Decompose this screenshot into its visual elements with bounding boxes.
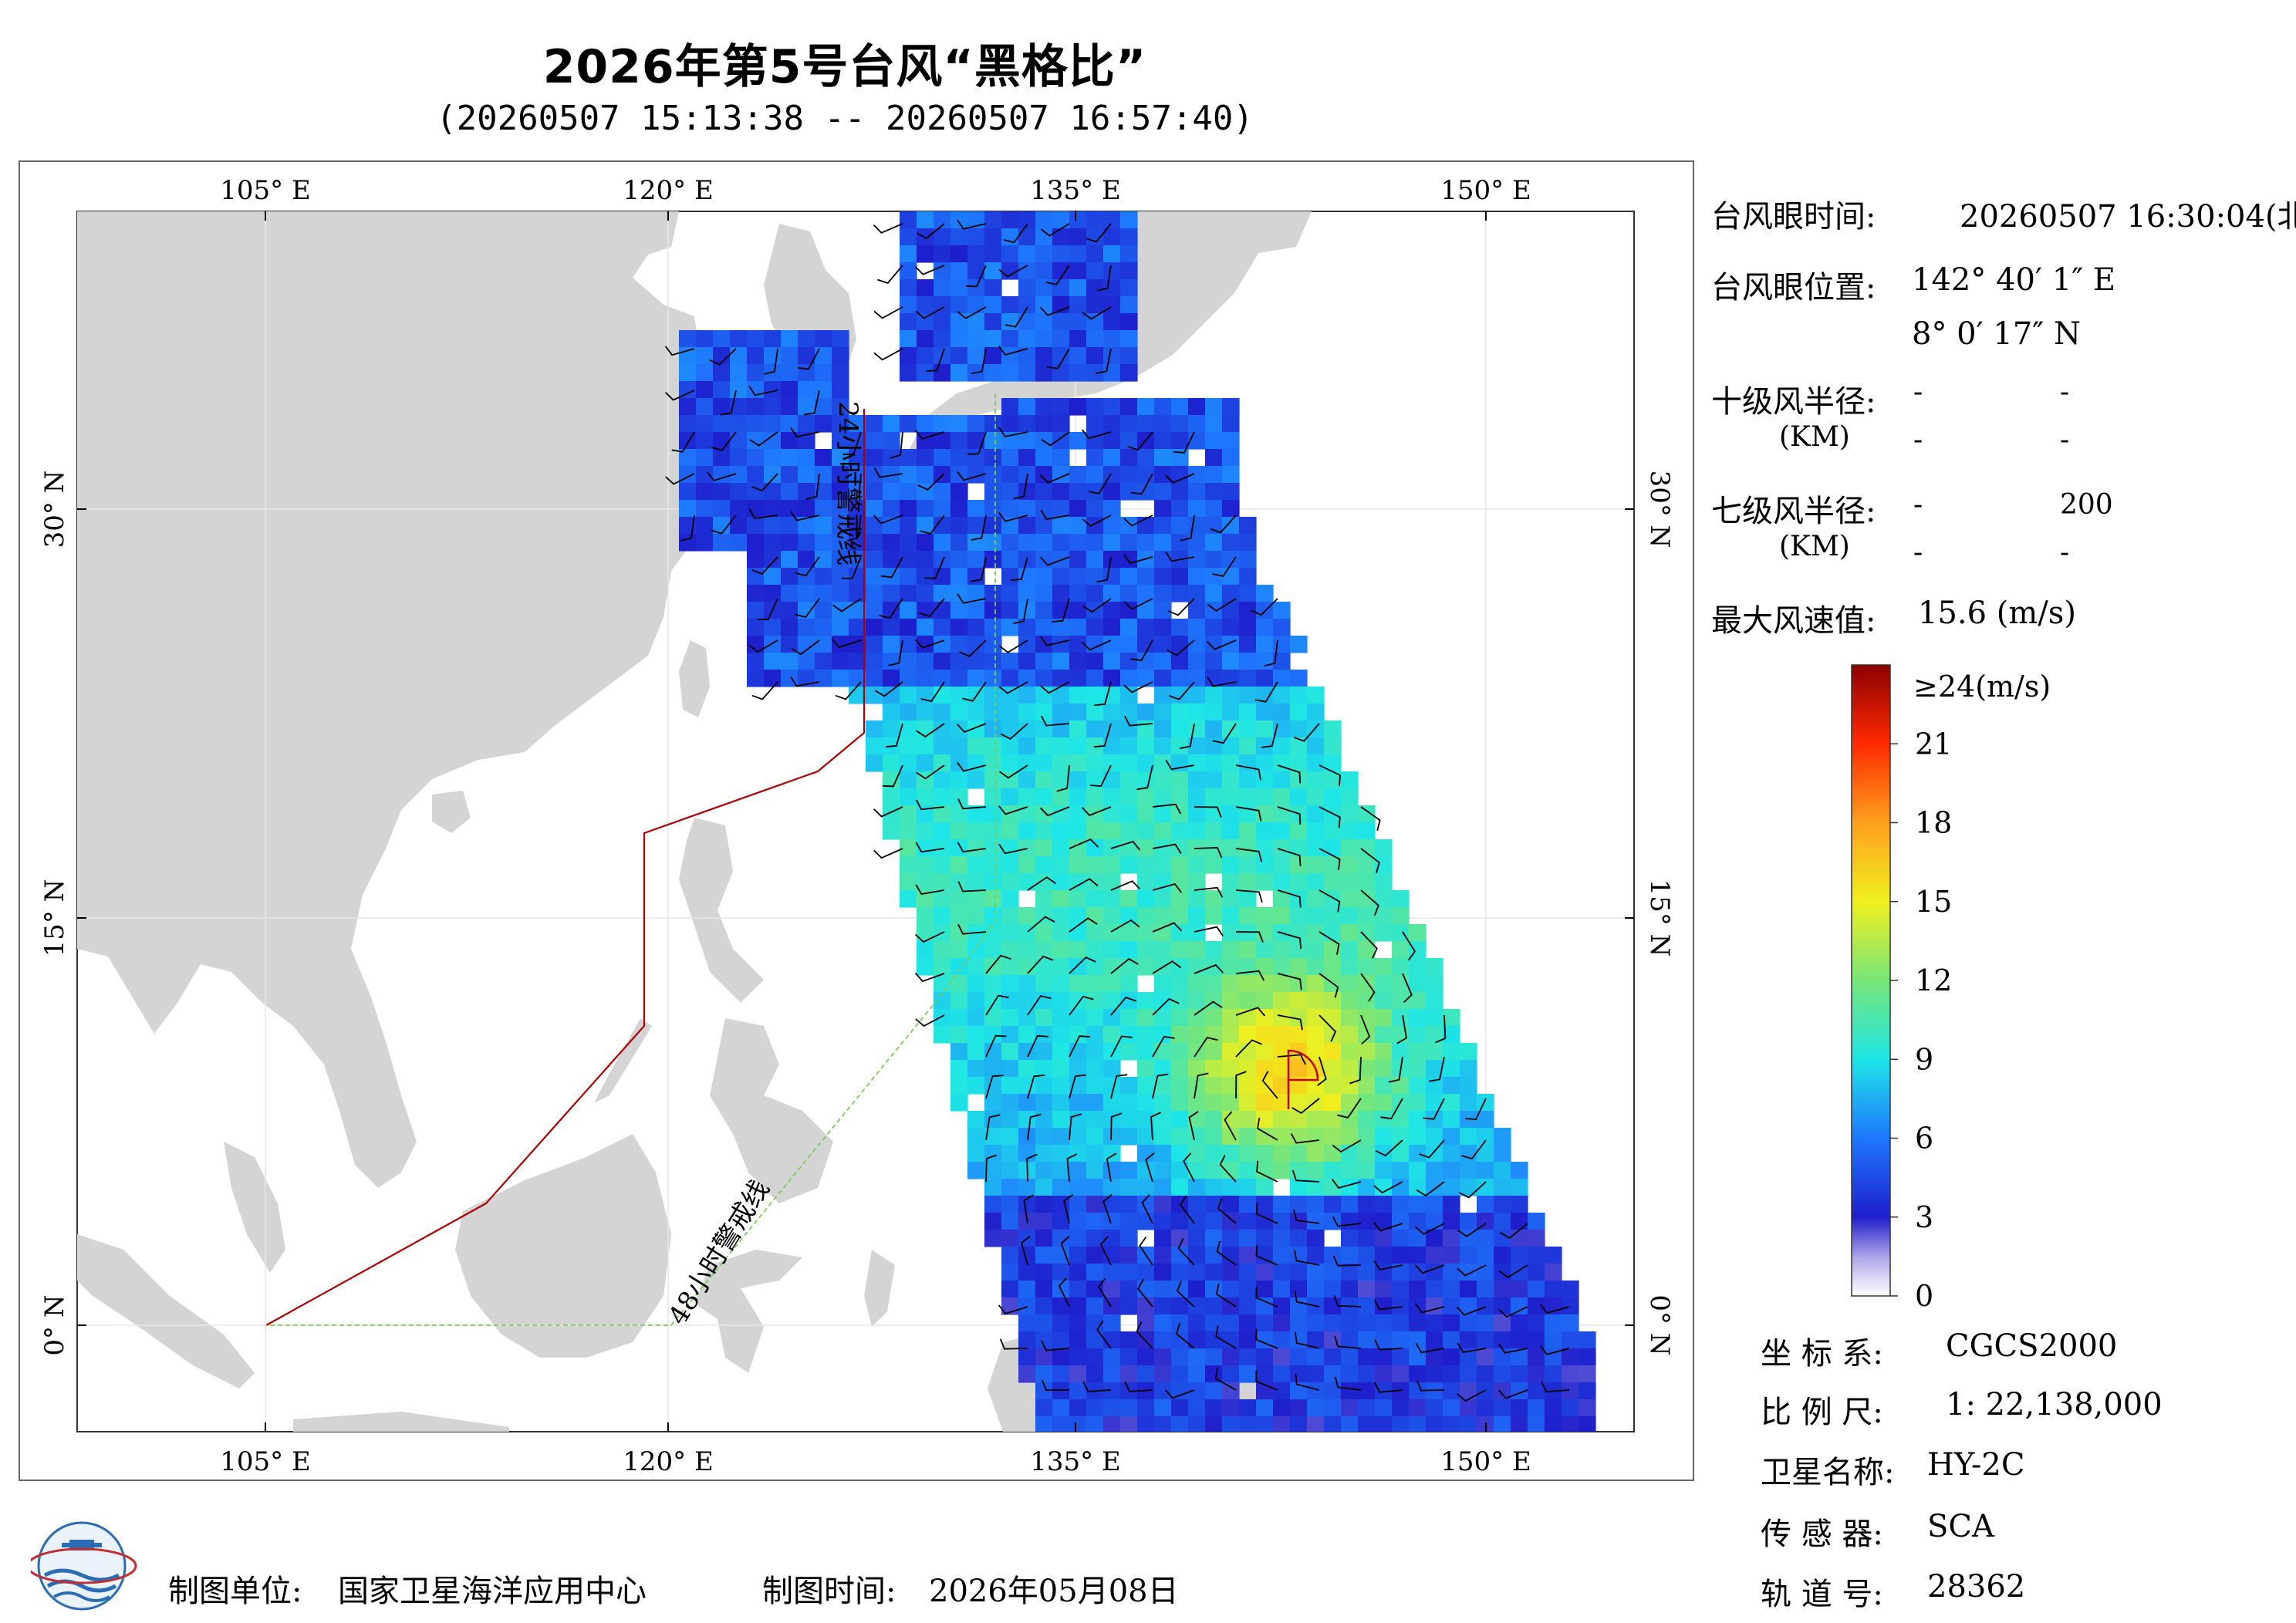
time-range-subtitle: (20260507 15:13:38 -- 20260507 16:57:40)	[436, 99, 1254, 138]
lat-label-30-right: 30° N	[1644, 471, 1675, 548]
production-date-value: 2026年05月08日	[929, 1574, 1179, 1609]
eye-latitude: 8° 0′ 17″ N	[1912, 316, 2081, 352]
r7-label: 七级风半径:	[1711, 494, 1876, 529]
colorbar-tick-label: 21	[1915, 727, 1952, 761]
scale-label: 比 例 尺:	[1761, 1395, 1883, 1430]
colorbar-tick-label: 12	[1915, 963, 1952, 997]
lat-label-30-left: 30° N	[39, 471, 70, 548]
warning-line-24h-label: 24小时警戒线	[832, 401, 863, 565]
production-date-label: 制图时间:	[762, 1574, 896, 1609]
map-frame	[19, 160, 1694, 1481]
r7-unit: (KM)	[1779, 531, 1850, 562]
scale-value: 1: 22,138,000	[1946, 1387, 2163, 1422]
crs-value: CGCS2000	[1946, 1328, 2118, 1364]
lon-label-135-bottom: 135° E	[1030, 1446, 1121, 1477]
lon-label-150-bottom: 150° E	[1440, 1446, 1531, 1477]
warning-line-48h	[266, 393, 996, 1326]
crs-label: 坐 标 系:	[1761, 1336, 1883, 1372]
orbit-label: 轨 道 号:	[1761, 1577, 1883, 1612]
r10-value-se: -	[2060, 376, 2070, 408]
lon-label-105-top: 105° E	[220, 175, 311, 206]
lon-label-120-bottom: 120° E	[623, 1446, 714, 1477]
colorbar-tick-label: 15	[1915, 885, 1952, 919]
warning-line-24h	[265, 409, 866, 1326]
max-wind-value: 15.6 (m/s)	[1918, 596, 2076, 631]
map-title: 2026年第5号台风“黑格比”	[542, 40, 1147, 94]
r10-value-nw: -	[2060, 424, 2070, 456]
max-wind-label: 最大风速值:	[1711, 603, 1876, 639]
r10-value-sw: -	[1913, 424, 1923, 456]
lat-label-0-left: 0° N	[39, 1294, 70, 1355]
lat-label-15-right: 15° N	[1644, 879, 1675, 957]
r7-value-sw: -	[1913, 537, 1923, 569]
colorbar-tick-label: 6	[1915, 1122, 1933, 1156]
nsoas-logo-icon	[31, 1521, 137, 1611]
lon-label-120-top: 120° E	[623, 175, 714, 206]
r7-value-se: 200	[2060, 489, 2113, 521]
lon-label-150-top: 150° E	[1440, 175, 1531, 206]
colorbar-tick-label: 18	[1915, 806, 1952, 840]
colorbar-tick-label: 9	[1915, 1042, 1933, 1076]
eye-position-label: 台风眼位置:	[1711, 270, 1876, 305]
eye-time-value: 20260507 16:30:04(北京时)	[1960, 199, 2296, 235]
producer-label: 制图单位:	[168, 1574, 302, 1609]
eye-time-label: 台风眼时间:	[1711, 199, 1876, 235]
colorbar-ticks: 21 18 15 12 9 6 3 0	[1890, 727, 1952, 1313]
lat-label-0-right: 0° N	[1644, 1294, 1675, 1355]
orbit-value: 28362	[1927, 1569, 2026, 1604]
lat-label-15-left: 15° N	[39, 879, 70, 957]
lon-label-135-top: 135° E	[1030, 175, 1121, 206]
colorbar-tick-label: 3	[1915, 1200, 1933, 1234]
r10-label: 十级风半径:	[1711, 384, 1876, 420]
satellite-value: HY-2C	[1927, 1447, 2025, 1483]
axis-ticks	[77, 211, 1634, 1432]
colorbar	[1851, 664, 1891, 1297]
wind-barbs	[664, 219, 1570, 1402]
sensor-value: SCA	[1927, 1509, 1994, 1544]
producer-value: 国家卫星海洋应用中心	[338, 1574, 647, 1609]
r7-value-ne: -	[1913, 489, 1923, 521]
colorbar-top-label: ≥24(m/s)	[1913, 670, 2051, 704]
r10-value-ne: -	[1913, 376, 1923, 408]
satellite-label: 卫星名称:	[1761, 1455, 1895, 1490]
lon-label-105-bottom: 105° E	[220, 1446, 311, 1477]
r7-value-nw: -	[2060, 537, 2070, 569]
eye-longitude: 142° 40′ 1″ E	[1912, 262, 2116, 298]
sensor-label: 传 感 器:	[1761, 1517, 1883, 1552]
r10-unit: (KM)	[1779, 421, 1850, 453]
typhoon-wind-radius-sector	[1287, 1049, 1319, 1081]
colorbar-tick-label: 0	[1915, 1279, 1933, 1313]
